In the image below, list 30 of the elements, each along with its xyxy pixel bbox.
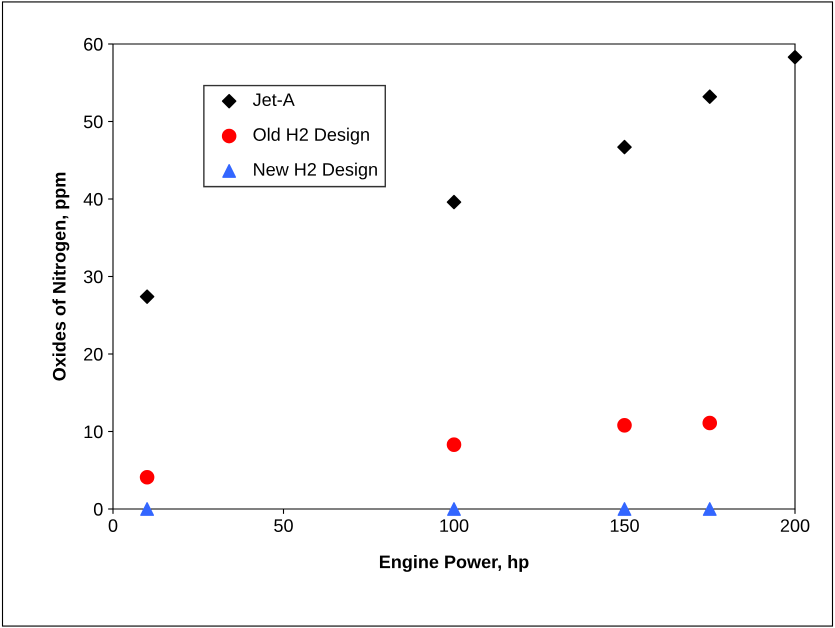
legend-label: Jet-A — [252, 93, 295, 106]
point — [617, 140, 632, 154]
point — [140, 502, 154, 516]
x-tick-label: 50 — [274, 519, 293, 532]
point — [702, 502, 717, 516]
point — [788, 50, 802, 64]
x-tick-label: 150 — [610, 519, 639, 532]
point — [617, 418, 632, 433]
x-tick-label: 200 — [780, 519, 810, 532]
point — [446, 194, 462, 210]
x-tick-label: 100 — [440, 519, 468, 532]
y-tick-label: 0 — [94, 502, 103, 516]
point — [446, 437, 462, 452]
point — [702, 89, 718, 104]
y-tick-label: 30 — [84, 270, 103, 284]
point — [140, 289, 154, 304]
point — [618, 502, 632, 516]
point — [140, 470, 154, 485]
x-tick-label: 0 — [108, 519, 118, 532]
legend-label: Old H2 Design — [253, 128, 369, 145]
y-tick-label: 60 — [84, 38, 103, 51]
y-tick-label: 50 — [84, 115, 103, 128]
y-tick-label: 20 — [84, 348, 103, 361]
x-axis-title: Engine Power, hp — [380, 555, 529, 572]
point — [702, 416, 718, 430]
y-tick-label: 40 — [84, 192, 103, 206]
legend-label: New H2 Design — [254, 162, 377, 180]
point — [447, 502, 461, 516]
y-axis-title: Oxides of Nitrogen, ppm — [52, 172, 70, 381]
y-tick-label: 10 — [84, 425, 103, 438]
